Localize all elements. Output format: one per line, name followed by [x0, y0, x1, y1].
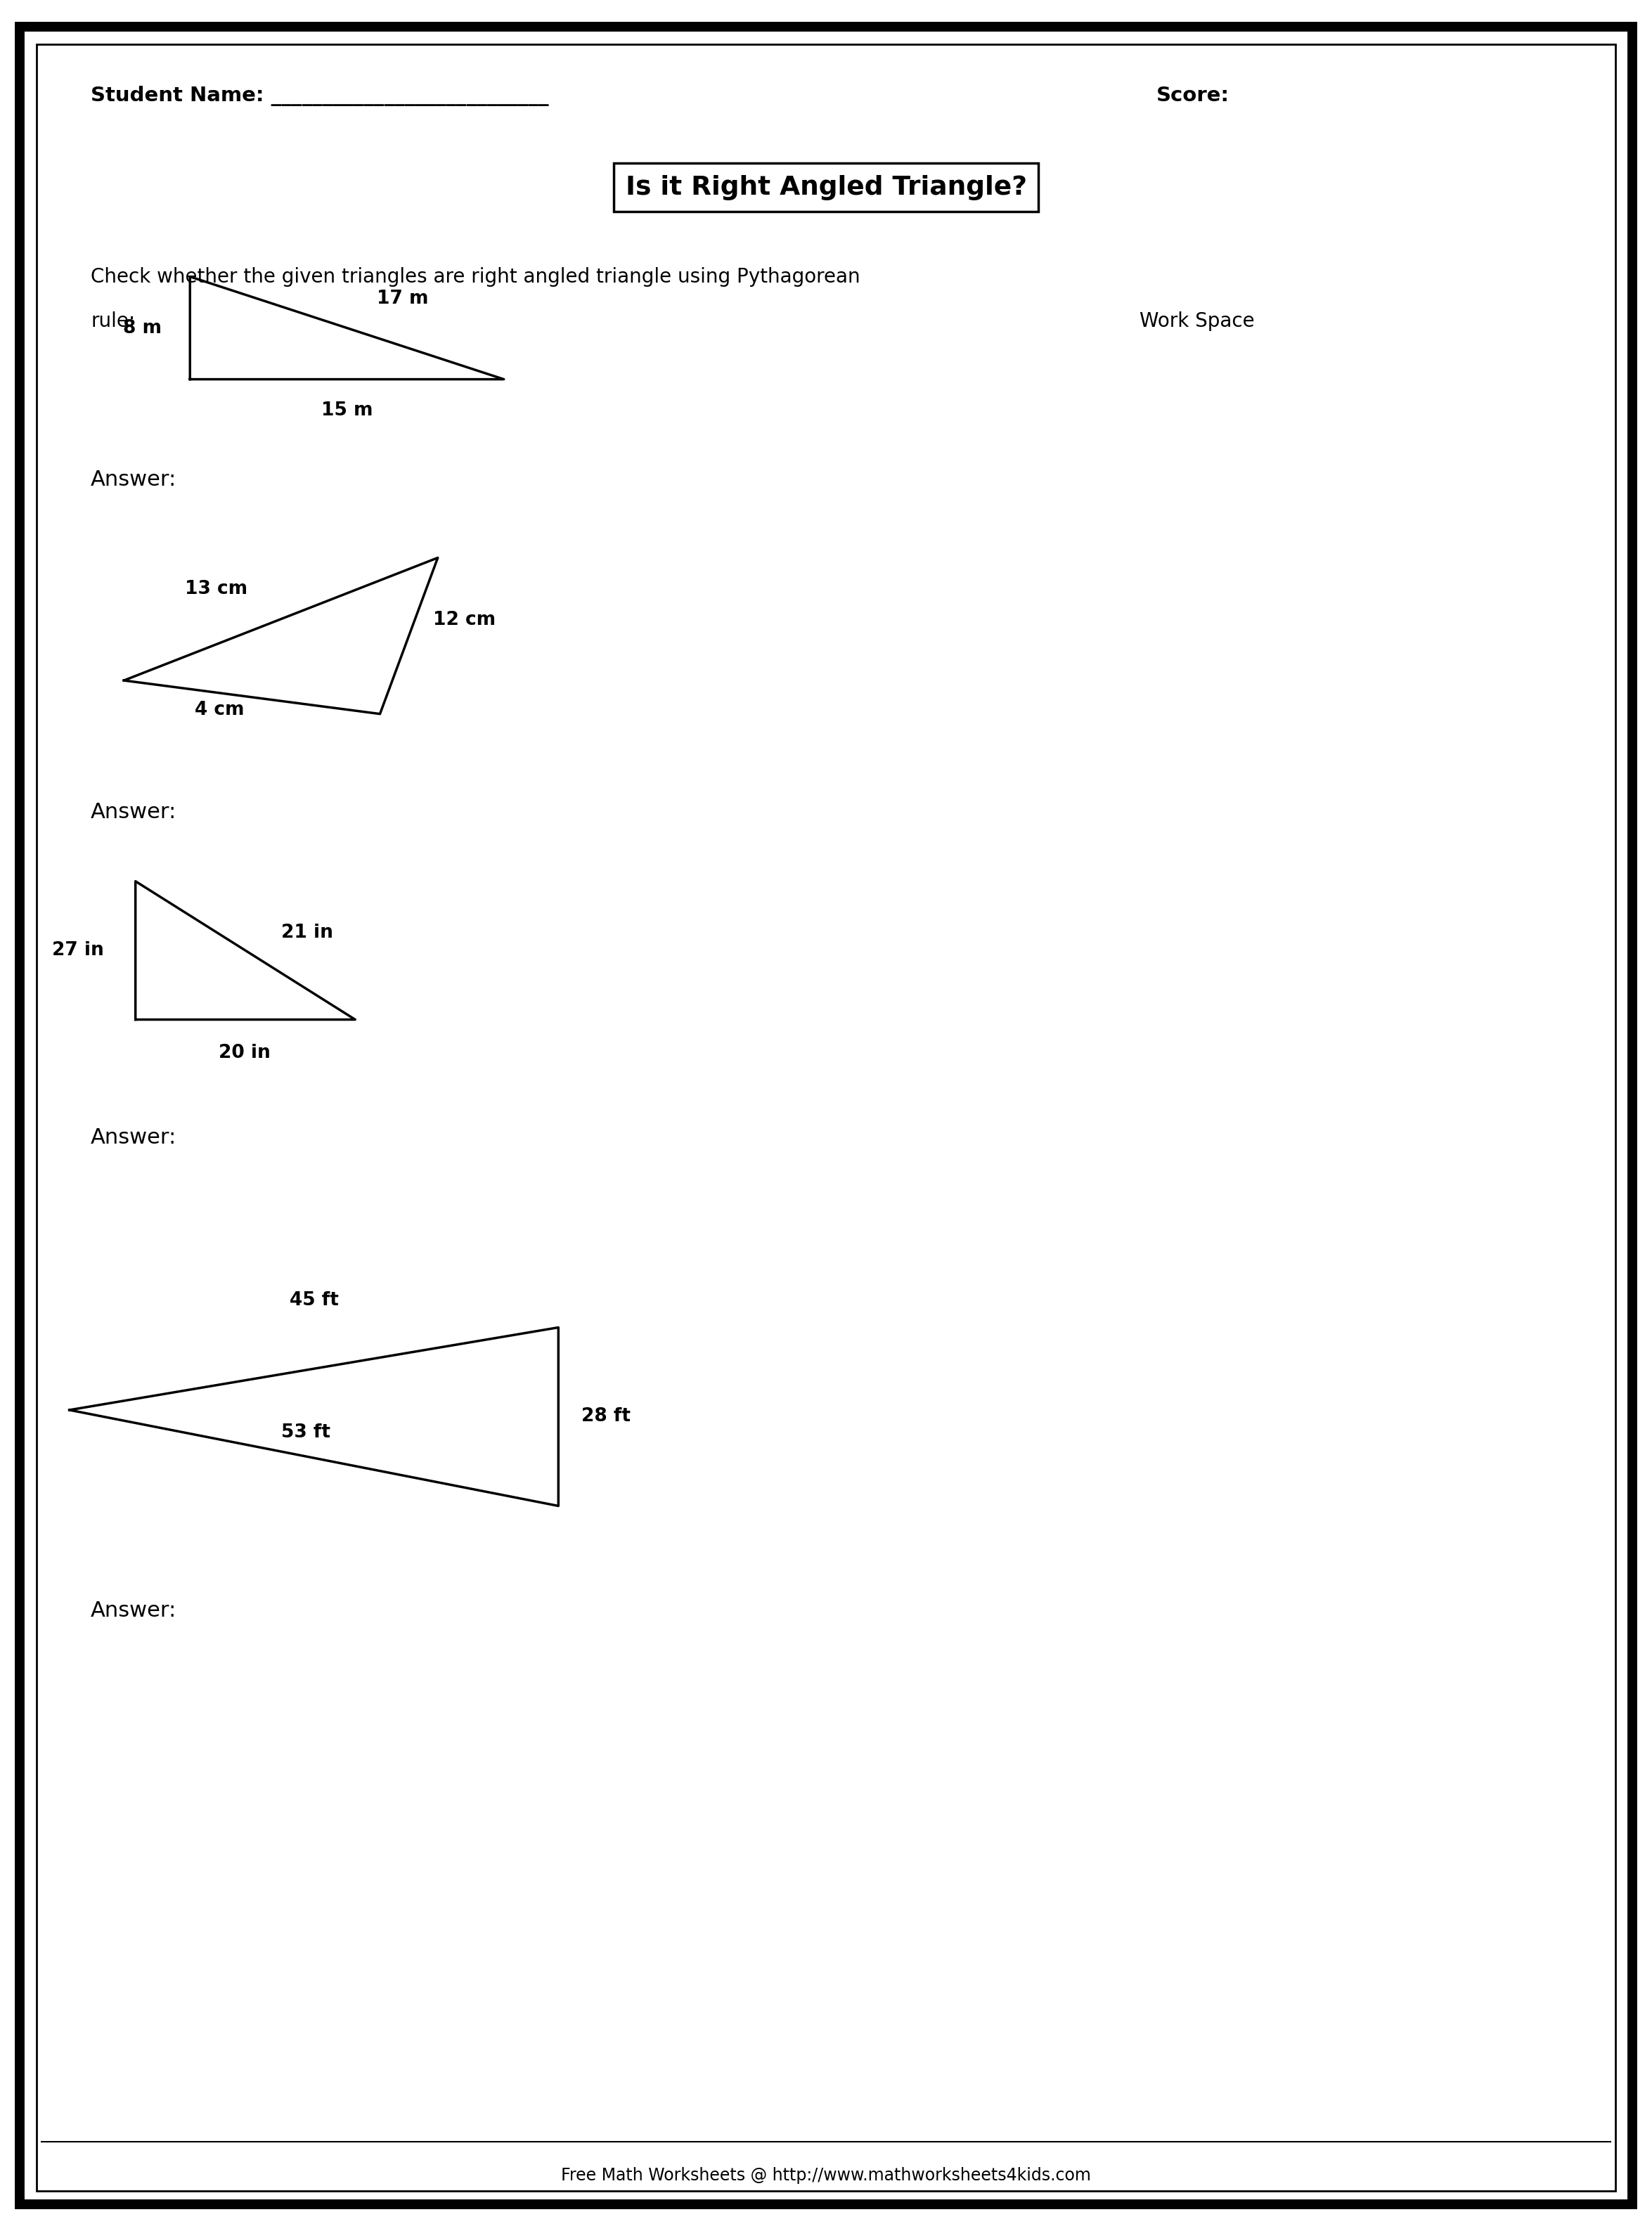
- Text: Work Space: Work Space: [1140, 312, 1256, 330]
- Text: Score:: Score:: [1156, 87, 1229, 105]
- Text: 27 in: 27 in: [53, 941, 104, 959]
- Text: 17 m: 17 m: [377, 290, 428, 308]
- Text: 15 m: 15 m: [320, 402, 373, 419]
- Text: 21 in: 21 in: [281, 924, 332, 941]
- Text: 13 cm: 13 cm: [185, 580, 248, 598]
- Text: Check whether the given triangles are right angled triangle using Pythagorean: Check whether the given triangles are ri…: [91, 268, 861, 286]
- Text: rule:: rule:: [91, 312, 135, 330]
- Text: Is it Right Angled Triangle?: Is it Right Angled Triangle?: [626, 174, 1026, 201]
- FancyBboxPatch shape: [20, 27, 1632, 2204]
- Text: Answer:: Answer:: [91, 469, 177, 491]
- Text: 53 ft: 53 ft: [281, 1423, 330, 1441]
- Text: 12 cm: 12 cm: [433, 611, 496, 629]
- Text: 28 ft: 28 ft: [582, 1408, 631, 1426]
- Text: Answer:: Answer:: [91, 1127, 177, 1149]
- Text: Answer:: Answer:: [91, 801, 177, 823]
- Text: 4 cm: 4 cm: [195, 701, 244, 718]
- Text: 20 in: 20 in: [218, 1044, 271, 1062]
- Text: Student Name: ___________________________: Student Name: __________________________…: [91, 85, 548, 107]
- Text: 8 m: 8 m: [124, 319, 162, 337]
- Text: Free Math Worksheets @ http://www.mathworksheets4kids.com: Free Math Worksheets @ http://www.mathwo…: [562, 2166, 1090, 2184]
- Text: Answer:: Answer:: [91, 1600, 177, 1622]
- Text: 45 ft: 45 ft: [289, 1292, 339, 1310]
